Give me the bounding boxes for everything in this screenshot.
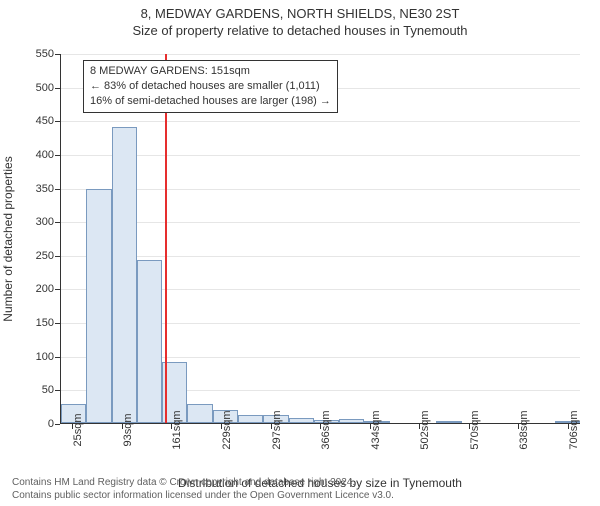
x-label-cell — [431, 424, 456, 472]
x-label-cell — [184, 424, 209, 472]
y-tick-label: 300 — [36, 216, 54, 228]
histogram-bar — [112, 127, 137, 423]
histogram-bar — [436, 421, 461, 423]
x-tick-label: 297sqm — [271, 410, 283, 449]
y-tick-label: 0 — [48, 418, 54, 430]
x-label-cell: 297sqm — [258, 424, 283, 472]
x-label-cell — [481, 424, 506, 472]
x-label-cell: 502sqm — [407, 424, 432, 472]
y-tick-label: 450 — [36, 115, 54, 127]
histogram-bar — [86, 189, 111, 423]
y-tick-label: 550 — [36, 48, 54, 60]
x-label-cell: 638sqm — [506, 424, 531, 472]
chart-title-line1: 8, MEDWAY GARDENS, NORTH SHIELDS, NE30 2… — [0, 6, 600, 21]
x-label-cell: 570sqm — [456, 424, 481, 472]
y-axis: 050100150200250300350400450500550 — [24, 54, 60, 424]
x-label-cell — [382, 424, 407, 472]
y-tick-label: 250 — [36, 250, 54, 262]
x-label-cell — [233, 424, 258, 472]
x-axis-labels: 25sqm 93sqm 161sqm 229sqm 297sqm 366sqm 434sqm… — [60, 424, 580, 472]
histogram-bar — [238, 415, 263, 423]
x-label-cell: 161sqm — [159, 424, 184, 472]
histogram-bar — [187, 404, 212, 423]
footer-line1: Contains HM Land Registry data © Crown c… — [12, 476, 394, 489]
x-label-cell: 25sqm — [60, 424, 85, 472]
x-tick-label: 229sqm — [221, 410, 233, 449]
x-label-cell: 366sqm — [308, 424, 333, 472]
chart-area: Number of detached properties 0501001502… — [60, 54, 580, 424]
x-tick-label: 434sqm — [370, 410, 382, 449]
x-label-cell — [85, 424, 110, 472]
x-tick-label: 25sqm — [72, 413, 84, 446]
chart-subtitle: Size of property relative to detached ho… — [0, 23, 600, 38]
x-tick-label: 706sqm — [568, 410, 580, 449]
x-label-cell: 229sqm — [209, 424, 234, 472]
x-tick-label: 502sqm — [419, 410, 431, 449]
x-tick-label: 570sqm — [469, 410, 481, 449]
x-tick-label: 638sqm — [518, 410, 530, 449]
y-axis-title: Number of detached properties — [1, 156, 15, 321]
x-label-cell: 93sqm — [110, 424, 135, 472]
y-tick-label: 50 — [42, 384, 54, 396]
y-tick-label: 150 — [36, 317, 54, 329]
x-label-cell: 706sqm — [555, 424, 580, 472]
annotation-box: 8 MEDWAY GARDENS: 151sqm← 83% of detache… — [83, 60, 338, 113]
y-tick-label: 200 — [36, 283, 54, 295]
annotation-line: ← 83% of detached houses are smaller (1,… — [90, 79, 331, 94]
x-label-cell — [283, 424, 308, 472]
x-label-cell — [531, 424, 556, 472]
histogram-bar — [289, 418, 314, 423]
annotation-line: 8 MEDWAY GARDENS: 151sqm — [90, 64, 331, 79]
x-label-cell — [134, 424, 159, 472]
histogram-bar — [339, 419, 364, 423]
x-tick-label: 93sqm — [122, 413, 134, 446]
plot-region: 8 MEDWAY GARDENS: 151sqm← 83% of detache… — [60, 54, 580, 424]
y-tick-label: 500 — [36, 82, 54, 94]
footer-attribution: Contains HM Land Registry data © Crown c… — [12, 476, 394, 502]
footer-line2: Contains public sector information licen… — [12, 489, 394, 502]
histogram-bar — [137, 260, 162, 423]
x-tick-label: 366sqm — [320, 410, 332, 449]
x-label-cell: 434sqm — [357, 424, 382, 472]
x-label-cell — [332, 424, 357, 472]
y-tick-label: 400 — [36, 149, 54, 161]
y-tick-label: 100 — [36, 351, 54, 363]
y-tick-label: 350 — [36, 183, 54, 195]
x-tick-label: 161sqm — [171, 410, 183, 449]
annotation-line: 16% of semi-detached houses are larger (… — [90, 94, 331, 109]
